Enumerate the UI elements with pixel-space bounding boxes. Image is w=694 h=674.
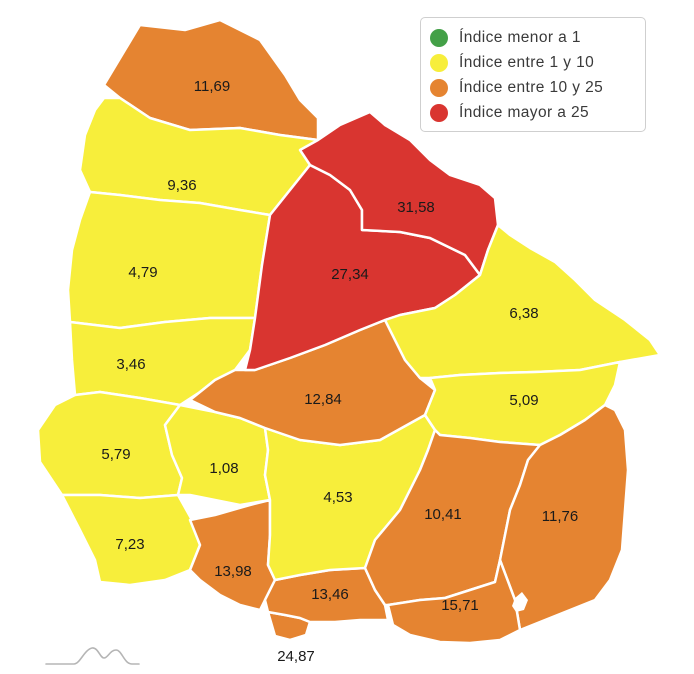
label-tacuarembo: 27,34 bbox=[331, 266, 369, 283]
legend: Índice menor a 1 Índice entre 1 y 10 Índ… bbox=[420, 17, 646, 132]
label-san-jose: 13,98 bbox=[214, 563, 252, 580]
region-soriano[interactable] bbox=[36, 390, 184, 500]
region-rocha[interactable] bbox=[498, 403, 630, 632]
legend-swatch-orange bbox=[430, 78, 448, 97]
legend-item-10-25: Índice entre 10 y 25 bbox=[430, 75, 645, 100]
region-san-jose[interactable] bbox=[188, 498, 277, 612]
label-artigas: 11,69 bbox=[194, 78, 230, 95]
legend-swatch-red bbox=[430, 103, 448, 122]
label-flores: 1,08 bbox=[209, 460, 238, 477]
label-rivera: 31,58 bbox=[397, 199, 435, 216]
mountain-logo-icon bbox=[45, 647, 140, 665]
regions bbox=[36, 18, 662, 645]
label-colonia: 7,23 bbox=[115, 536, 144, 553]
label-rocha: 11,76 bbox=[542, 508, 578, 525]
legend-label: Índice menor a 1 bbox=[459, 28, 581, 46]
legend-swatch-yellow bbox=[430, 53, 448, 72]
label-treinta-y-tres: 5,09 bbox=[509, 392, 538, 409]
label-rio-negro: 3,46 bbox=[116, 356, 145, 373]
legend-label: Índice entre 10 y 25 bbox=[459, 78, 604, 96]
region-maldonado[interactable] bbox=[386, 558, 522, 645]
legend-label: Índice mayor a 25 bbox=[459, 103, 590, 121]
legend-swatch-green bbox=[430, 28, 448, 47]
label-lavalleja: 10,41 bbox=[424, 506, 462, 523]
label-paysandu: 4,79 bbox=[128, 264, 157, 281]
region-paysandu[interactable] bbox=[66, 190, 272, 330]
label-canelones: 13,46 bbox=[311, 586, 349, 603]
label-montevideo: 24,87 bbox=[277, 648, 315, 665]
legend-item-menor: Índice menor a 1 bbox=[430, 25, 645, 50]
label-durazno: 12,84 bbox=[304, 391, 342, 408]
region-labels: 11,69 9,36 4,79 3,46 5,79 7,23 1,08 13,9… bbox=[101, 78, 578, 665]
label-cerro-largo: 6,38 bbox=[509, 305, 538, 322]
lagoon-icon bbox=[512, 592, 528, 612]
legend-label: Índice entre 1 y 10 bbox=[459, 53, 595, 71]
label-maldonado: 15,71 bbox=[441, 597, 479, 614]
label-soriano: 5,79 bbox=[101, 446, 130, 463]
label-florida: 4,53 bbox=[323, 489, 352, 506]
legend-item-1-10: Índice entre 1 y 10 bbox=[430, 50, 645, 75]
label-salto: 9,36 bbox=[167, 177, 196, 194]
legend-item-mayor: Índice mayor a 25 bbox=[430, 100, 645, 125]
